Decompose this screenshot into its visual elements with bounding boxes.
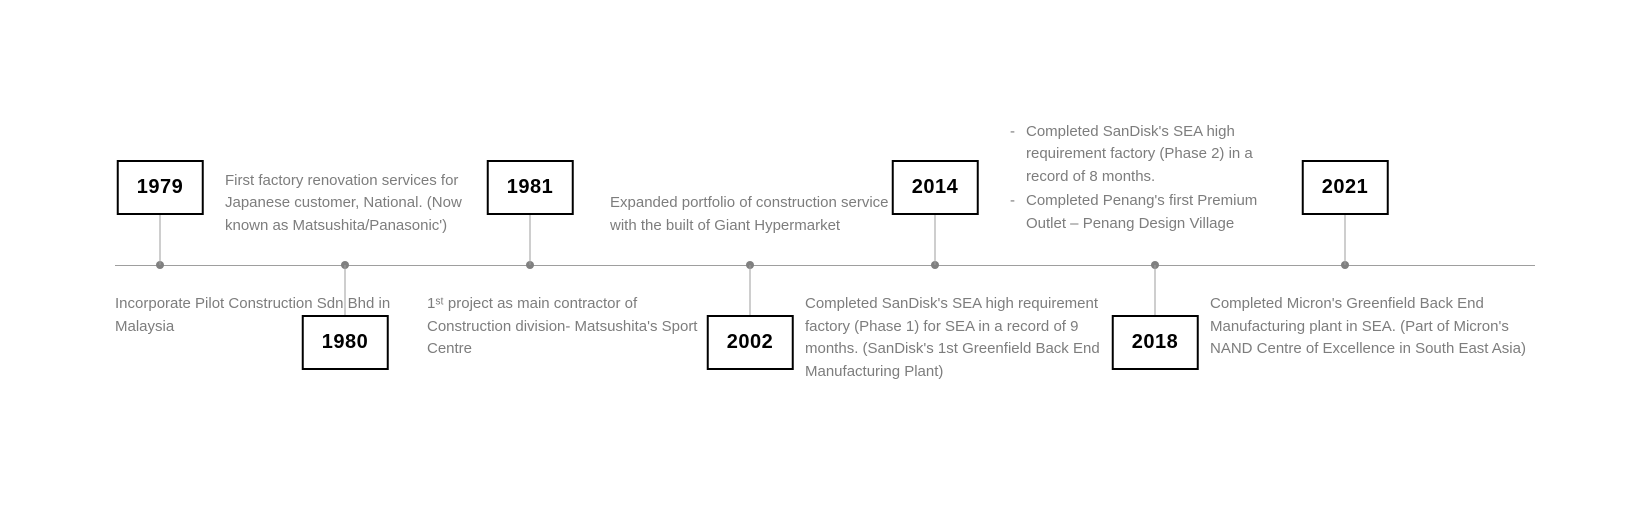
timeline-description-list: Completed SanDisk's SEA high requirement… xyxy=(1010,121,1280,236)
timeline-stem xyxy=(750,265,751,315)
timeline-description-item: Completed Penang's first Premium Outlet … xyxy=(1022,190,1280,235)
timeline-stem xyxy=(160,215,161,265)
timeline-stem xyxy=(1345,215,1346,265)
timeline-stem xyxy=(1155,265,1156,315)
timeline-description-2002: Expanded portfolio of construction servi… xyxy=(610,192,910,237)
timeline-description-2021: Completed Micron's Greenfield Back End M… xyxy=(1210,293,1540,361)
timeline-description-item: Completed SanDisk's SEA high requirement… xyxy=(1022,121,1280,189)
timeline-year-box: 2002 xyxy=(707,315,794,370)
timeline-description-1980: First factory renovation services for Ja… xyxy=(225,170,495,238)
timeline-description-1979: Incorporate Pilot Construction Sdn Bhd i… xyxy=(115,293,405,338)
timeline-description-1981: 1ˢᵗ project as main contractor of Constr… xyxy=(427,293,717,361)
timeline-stem xyxy=(935,215,936,265)
timeline-year-box: 2021 xyxy=(1302,160,1389,215)
timeline-description-2014: Completed SanDisk's SEA high requirement… xyxy=(805,293,1125,383)
timeline-axis xyxy=(115,265,1535,266)
timeline-year-box: 1981 xyxy=(487,160,574,215)
timeline-stem xyxy=(530,215,531,265)
timeline-description-2018: Completed SanDisk's SEA high requirement… xyxy=(1010,121,1280,238)
timeline-year-box: 1979 xyxy=(117,160,204,215)
